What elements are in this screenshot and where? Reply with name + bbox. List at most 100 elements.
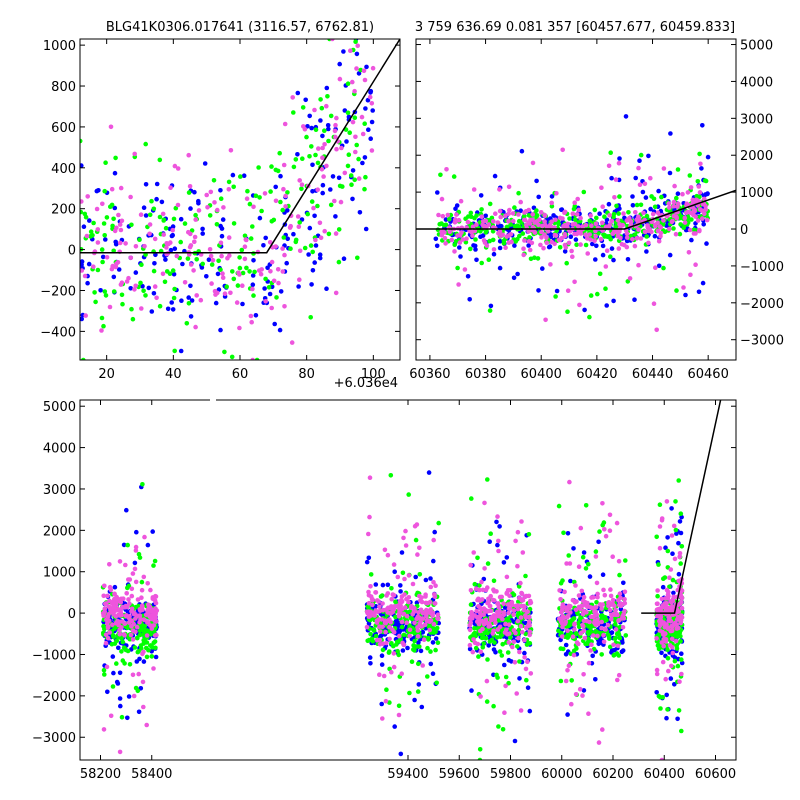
data-point	[416, 640, 421, 645]
data-point	[486, 257, 492, 263]
data-point	[489, 617, 494, 623]
data-point	[483, 617, 489, 623]
data-point	[633, 175, 638, 181]
data-point	[665, 535, 670, 540]
data-point	[215, 271, 221, 277]
data-point	[667, 575, 672, 580]
data-point	[516, 212, 521, 217]
data-point	[623, 114, 629, 119]
data-point	[373, 582, 379, 587]
data-point	[309, 144, 314, 149]
data-point	[193, 324, 198, 330]
data-point	[149, 608, 154, 614]
data-point	[607, 636, 612, 641]
y-tick-label: 5000	[43, 400, 76, 415]
data-point	[108, 124, 114, 130]
data-point	[370, 65, 376, 71]
data-point	[302, 245, 308, 251]
data-point	[268, 269, 273, 274]
data-point	[313, 127, 319, 132]
data-point	[390, 609, 396, 615]
data-point	[85, 194, 90, 199]
data-point	[542, 219, 547, 224]
data-point	[560, 624, 565, 630]
data-point	[141, 704, 146, 710]
data-point	[494, 635, 500, 640]
data-point	[664, 715, 669, 721]
data-point	[571, 648, 577, 654]
data-point	[100, 259, 105, 265]
data-point	[373, 633, 379, 639]
data-point	[315, 187, 321, 192]
y-tick-label: −3000	[740, 334, 784, 349]
data-point	[137, 628, 143, 633]
data-point	[574, 242, 579, 247]
data-point	[689, 217, 694, 222]
data-point	[401, 632, 407, 638]
data-point	[91, 220, 96, 226]
data-point	[616, 246, 622, 251]
data-point	[222, 291, 228, 297]
data-point	[593, 677, 598, 682]
data-point	[366, 614, 372, 619]
data-point	[607, 607, 613, 613]
data-point	[609, 175, 614, 181]
data-point	[479, 207, 484, 212]
data-point	[668, 567, 674, 572]
data-point	[99, 328, 104, 333]
data-point	[497, 594, 503, 600]
x-tick-label: 60460	[687, 367, 728, 382]
data-point	[668, 628, 673, 634]
data-point	[697, 207, 703, 212]
data-point	[118, 185, 124, 191]
data-point	[194, 293, 199, 298]
data-point	[182, 280, 188, 285]
data-point	[293, 239, 299, 245]
data-point	[669, 605, 675, 610]
data-point	[452, 242, 458, 247]
data-point	[572, 200, 577, 205]
data-point	[395, 639, 400, 645]
data-point	[373, 590, 378, 595]
data-point	[382, 547, 388, 553]
data-point	[151, 666, 156, 671]
data-point	[514, 691, 519, 696]
data-point	[491, 628, 496, 633]
data-point	[415, 634, 421, 639]
data-point	[530, 160, 536, 166]
data-point	[638, 152, 644, 158]
data-point	[368, 584, 373, 589]
data-point	[119, 280, 125, 286]
data-point	[503, 621, 508, 627]
data-point	[679, 728, 684, 734]
data-point	[122, 605, 128, 610]
data-point	[676, 625, 681, 631]
data-point	[487, 603, 493, 609]
data-point	[428, 649, 433, 654]
data-point	[384, 640, 389, 646]
data-point	[497, 624, 503, 630]
data-point	[599, 652, 604, 657]
data-point	[248, 313, 254, 319]
data-point	[244, 265, 249, 271]
data-point	[149, 644, 155, 650]
data-point	[411, 609, 417, 614]
data-point	[117, 696, 123, 701]
data-point	[672, 620, 678, 626]
data-point	[565, 712, 570, 717]
data-point	[661, 632, 666, 637]
data-point	[556, 503, 562, 509]
data-point	[125, 542, 130, 548]
data-point	[396, 652, 402, 658]
data-point	[102, 188, 107, 194]
data-point	[559, 235, 564, 241]
data-point	[256, 165, 261, 170]
data-point	[419, 599, 425, 605]
data-point	[467, 622, 473, 628]
data-point	[655, 220, 660, 226]
data-point	[523, 573, 528, 579]
data-point	[309, 282, 314, 287]
data-point	[602, 527, 607, 532]
data-point	[153, 611, 158, 616]
data-point	[599, 625, 604, 631]
